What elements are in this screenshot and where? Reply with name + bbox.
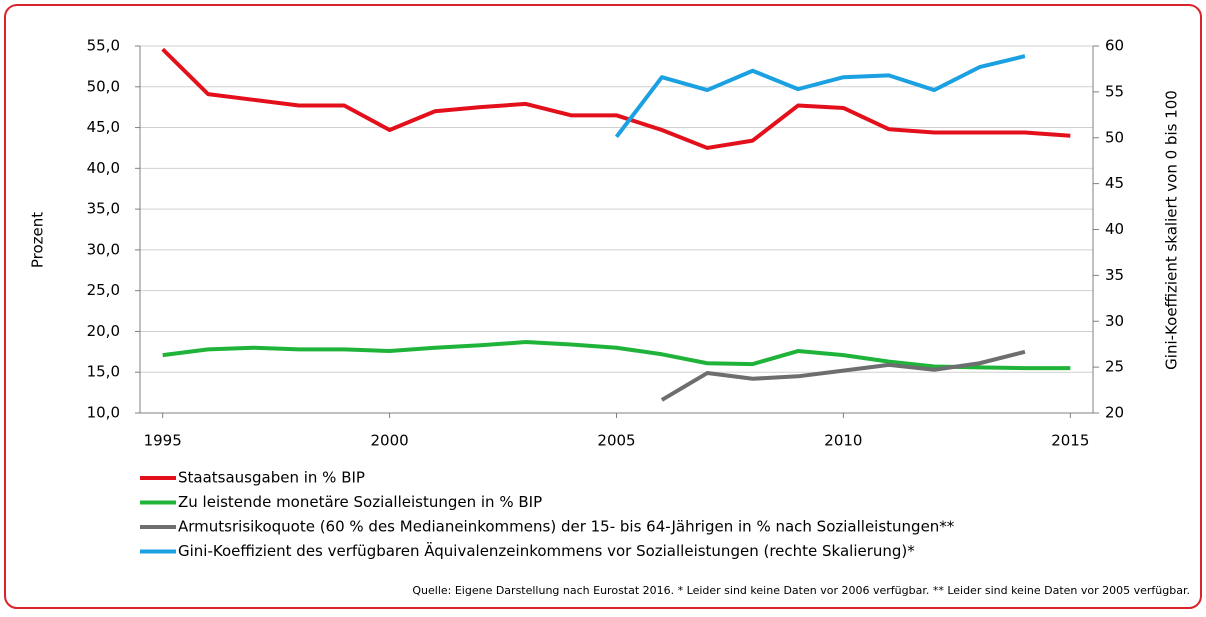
y-tick-label: 40,0 (87, 159, 120, 177)
source-note: Quelle: Eigene Darstellung nach Eurostat… (412, 584, 1190, 597)
series-line (614, 54, 1026, 139)
y-tick-label: 45,0 (87, 118, 120, 136)
y2-tick-label: 25 (1105, 358, 1124, 376)
y2-tick-label: 35 (1105, 266, 1124, 284)
y-axis-label: Prozent (29, 212, 47, 268)
legend-label: Armutsrisikoquote (60 % des Medianeinkom… (178, 518, 955, 536)
y-tick-label: 20,0 (87, 322, 120, 340)
y2-tick-label: 20 (1105, 404, 1124, 422)
y-tick-label: 30,0 (87, 240, 120, 258)
x-tick-label: 2015 (1051, 432, 1089, 450)
x-tick-label: 2005 (597, 432, 635, 450)
y2-tick-label: 60 (1105, 37, 1124, 55)
legend-label: Gini-Koeffizient des verfügbaren Äquival… (178, 541, 915, 560)
x-tick-label: 1995 (144, 432, 182, 450)
y-tick-label: 10,0 (87, 404, 120, 422)
series-line (161, 47, 1071, 150)
y2-tick-label: 40 (1105, 220, 1124, 238)
x-tick-label: 2010 (824, 432, 862, 450)
y-tick-label: 55,0 (87, 37, 120, 55)
series-line (162, 340, 1071, 371)
x-tick-label: 2000 (371, 432, 409, 450)
y2-axis-label: Gini-Koeffizient skaliert von 0 bis 100 (1163, 90, 1181, 370)
y-tick-label: 35,0 (87, 200, 120, 218)
y2-tick-label: 55 (1105, 82, 1124, 100)
y2-tick-label: 30 (1105, 312, 1124, 330)
y-tick-label: 15,0 (87, 363, 120, 381)
y-tick-label: 50,0 (87, 77, 120, 95)
y2-tick-label: 50 (1105, 128, 1124, 146)
y2-tick-label: 45 (1105, 174, 1124, 192)
legend-label: Zu leistende monetäre Sozialleistungen i… (178, 493, 542, 511)
y-tick-label: 25,0 (87, 281, 120, 299)
series-line (660, 349, 1026, 402)
legend-label: Staatsausgaben in % BIP (178, 469, 365, 487)
frame (4, 4, 1202, 609)
